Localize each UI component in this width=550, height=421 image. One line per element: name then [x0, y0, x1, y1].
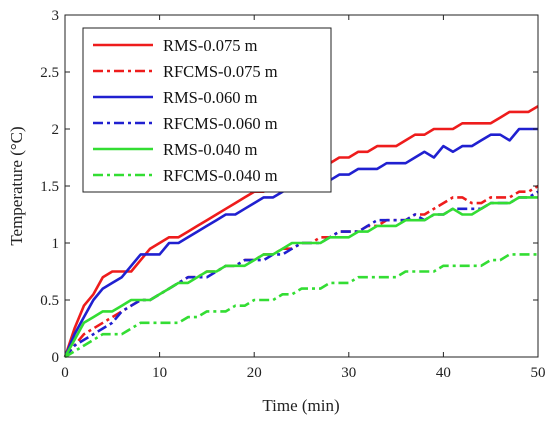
legend-label-2: RMS-0.060 m [163, 88, 258, 107]
series-line-3 [64, 190, 539, 358]
y-tick-label: 0 [52, 350, 60, 366]
y-tick-label: 2 [52, 122, 60, 138]
legend: RMS-0.075 m RFCMS-0.075 m RMS-0.060 m RFCMS… [82, 27, 332, 193]
legend-label-4: RMS-0.040 m [163, 140, 258, 159]
y-tick-label: 1.5 [40, 179, 59, 195]
series-line-5 [64, 253, 538, 359]
x-tick-label: 0 [61, 365, 69, 381]
legend-items: RMS-0.075 m RFCMS-0.075 m RMS-0.060 m RFCMS… [93, 36, 278, 185]
legend-label-5: RFCMS-0.040 m [163, 166, 278, 185]
legend-label-0: RMS-0.075 m [163, 36, 258, 55]
y-tick-label: 1 [52, 236, 60, 252]
x-tick-label: 50 [531, 365, 546, 381]
legend-box [82, 27, 332, 193]
y-tick-label: 3 [52, 8, 60, 24]
x-tick-label: 40 [436, 365, 451, 381]
y-tick-label: 0.5 [40, 293, 59, 309]
y-axis-label: Temperature (°C) [7, 126, 26, 245]
x-tick-label: 30 [341, 365, 356, 381]
series-line-1 [64, 184, 539, 358]
axis-ticks: 0 10 20 30 40 50 0 0.5 1 1.5 2 2.5 3 [40, 8, 545, 381]
x-tick-label: 10 [152, 365, 167, 381]
y-tick-label: 2.5 [40, 65, 59, 81]
x-axis-label: Time (min) [262, 396, 339, 415]
x-tick-label: 20 [247, 365, 262, 381]
legend-label-1: RFCMS-0.075 m [163, 62, 278, 81]
series-line-4 [63, 196, 538, 358]
legend-label-3: RFCMS-0.060 m [163, 114, 278, 133]
